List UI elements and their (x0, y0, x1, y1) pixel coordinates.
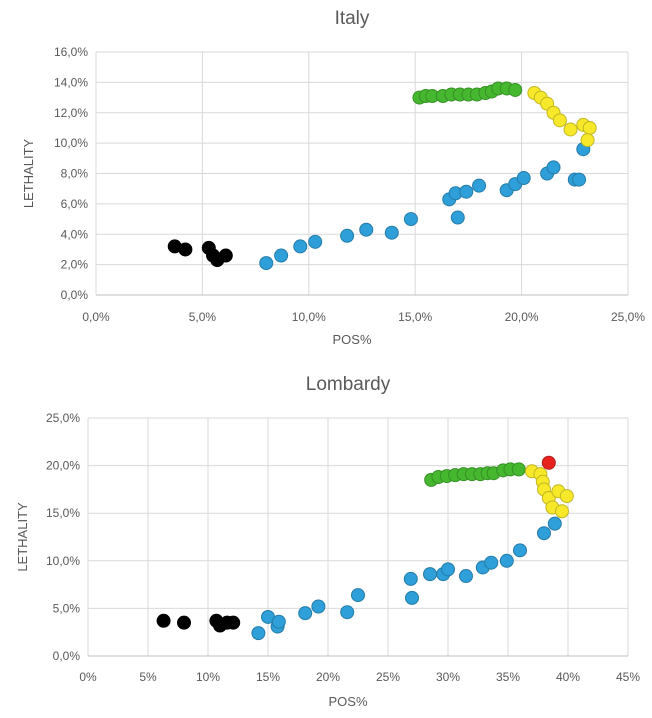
x-tick-label: 5% (139, 670, 157, 684)
data-point (499, 553, 514, 568)
series-0 (167, 239, 233, 268)
x-tick-label: 0,0% (82, 310, 110, 324)
y-tick-label: 8,0% (61, 167, 89, 181)
data-point (311, 599, 326, 614)
y-tick-label: 6,0% (61, 197, 89, 211)
data-point (555, 504, 569, 519)
data-point (459, 569, 473, 584)
data-point (511, 462, 526, 477)
y-tick-label: 5,0% (53, 601, 81, 615)
data-point (459, 184, 474, 199)
x-tick-label: 35% (496, 670, 520, 684)
data-point (547, 516, 562, 531)
y-axis-label: LETHALITY (15, 502, 30, 572)
data-point (559, 489, 574, 504)
data-point (340, 228, 355, 243)
x-tick-label: 5,0% (189, 310, 217, 324)
data-point (403, 571, 418, 586)
data-point (516, 171, 531, 186)
y-tick-label: 12,0% (54, 106, 88, 120)
data-point (359, 222, 374, 237)
data-point (226, 615, 241, 630)
x-tick-label: 20% (316, 670, 340, 684)
data-point (251, 626, 266, 641)
chart-0: Italy 0,0% 2,0% 4,0% 6,0% 8,0% 10,0% 12,0% 14,0%… (21, 8, 645, 347)
data-point (513, 543, 527, 558)
x-tick-label: 15,0% (398, 310, 432, 324)
data-point (218, 248, 233, 263)
x-tick-label: 10% (196, 670, 220, 684)
data-point (384, 225, 399, 240)
data-point (572, 172, 587, 187)
chart-title: Lombardy (306, 374, 391, 395)
x-axis-label: POS% (328, 694, 367, 709)
data-point (563, 122, 578, 137)
data-point (484, 555, 499, 570)
data-point (308, 234, 323, 249)
data-point (271, 614, 286, 629)
data-point (177, 615, 191, 630)
data-point (537, 526, 551, 541)
y-tick-label: 2,0% (61, 258, 89, 272)
y-tick-label: 20,0% (46, 459, 80, 473)
data-point (546, 160, 561, 175)
series-3 (525, 464, 574, 519)
y-tick-label: 0,0% (61, 288, 89, 302)
y-tick-label: 25,0% (46, 411, 80, 425)
data-point (552, 113, 567, 128)
x-axis-label: POS% (332, 332, 371, 347)
x-tick-label: 30% (436, 670, 460, 684)
y-tick-label: 14,0% (54, 75, 88, 89)
chart-1: Lombardy 0,0% 5,0% 10,0% 15,0% 20,0% 25,0% 0% 5%… (15, 374, 640, 709)
x-tick-label: 25% (376, 670, 400, 684)
data-point (441, 562, 455, 577)
data-point (423, 567, 437, 582)
data-point (405, 590, 419, 605)
x-tick-label: 20,0% (505, 310, 539, 324)
series-1 (259, 142, 591, 271)
data-point (259, 256, 274, 271)
data-point (274, 248, 289, 263)
y-axis-label: LETHALITY (21, 138, 36, 208)
data-point (580, 133, 595, 148)
data-point (450, 210, 465, 225)
data-point (472, 178, 487, 193)
data-point (508, 82, 523, 97)
series-2 (424, 462, 526, 487)
series-0 (156, 613, 241, 633)
y-tick-label: 4,0% (61, 227, 89, 241)
data-point (541, 455, 556, 470)
data-point (582, 120, 597, 135)
y-tick-label: 15,0% (46, 506, 80, 520)
data-point (178, 242, 193, 257)
data-point (298, 606, 313, 621)
series-4 (541, 455, 556, 470)
y-tick-label: 10,0% (46, 554, 80, 568)
x-tick-label: 0% (79, 670, 97, 684)
y-tick-label: 16,0% (54, 45, 88, 59)
x-tick-label: 45% (616, 670, 640, 684)
chart-title: Italy (335, 8, 370, 29)
data-point (340, 605, 355, 620)
data-point (403, 212, 418, 227)
x-tick-label: 10,0% (292, 310, 326, 324)
series-1 (251, 516, 562, 641)
series-3 (527, 86, 597, 148)
x-tick-label: 25,0% (611, 310, 645, 324)
x-tick-label: 40% (556, 670, 580, 684)
data-point (351, 588, 365, 603)
x-tick-label: 15% (256, 670, 280, 684)
data-point (156, 613, 171, 628)
series-2 (412, 81, 523, 105)
y-tick-label: 0,0% (53, 649, 81, 663)
y-tick-label: 10,0% (54, 136, 88, 150)
data-point (293, 239, 308, 254)
